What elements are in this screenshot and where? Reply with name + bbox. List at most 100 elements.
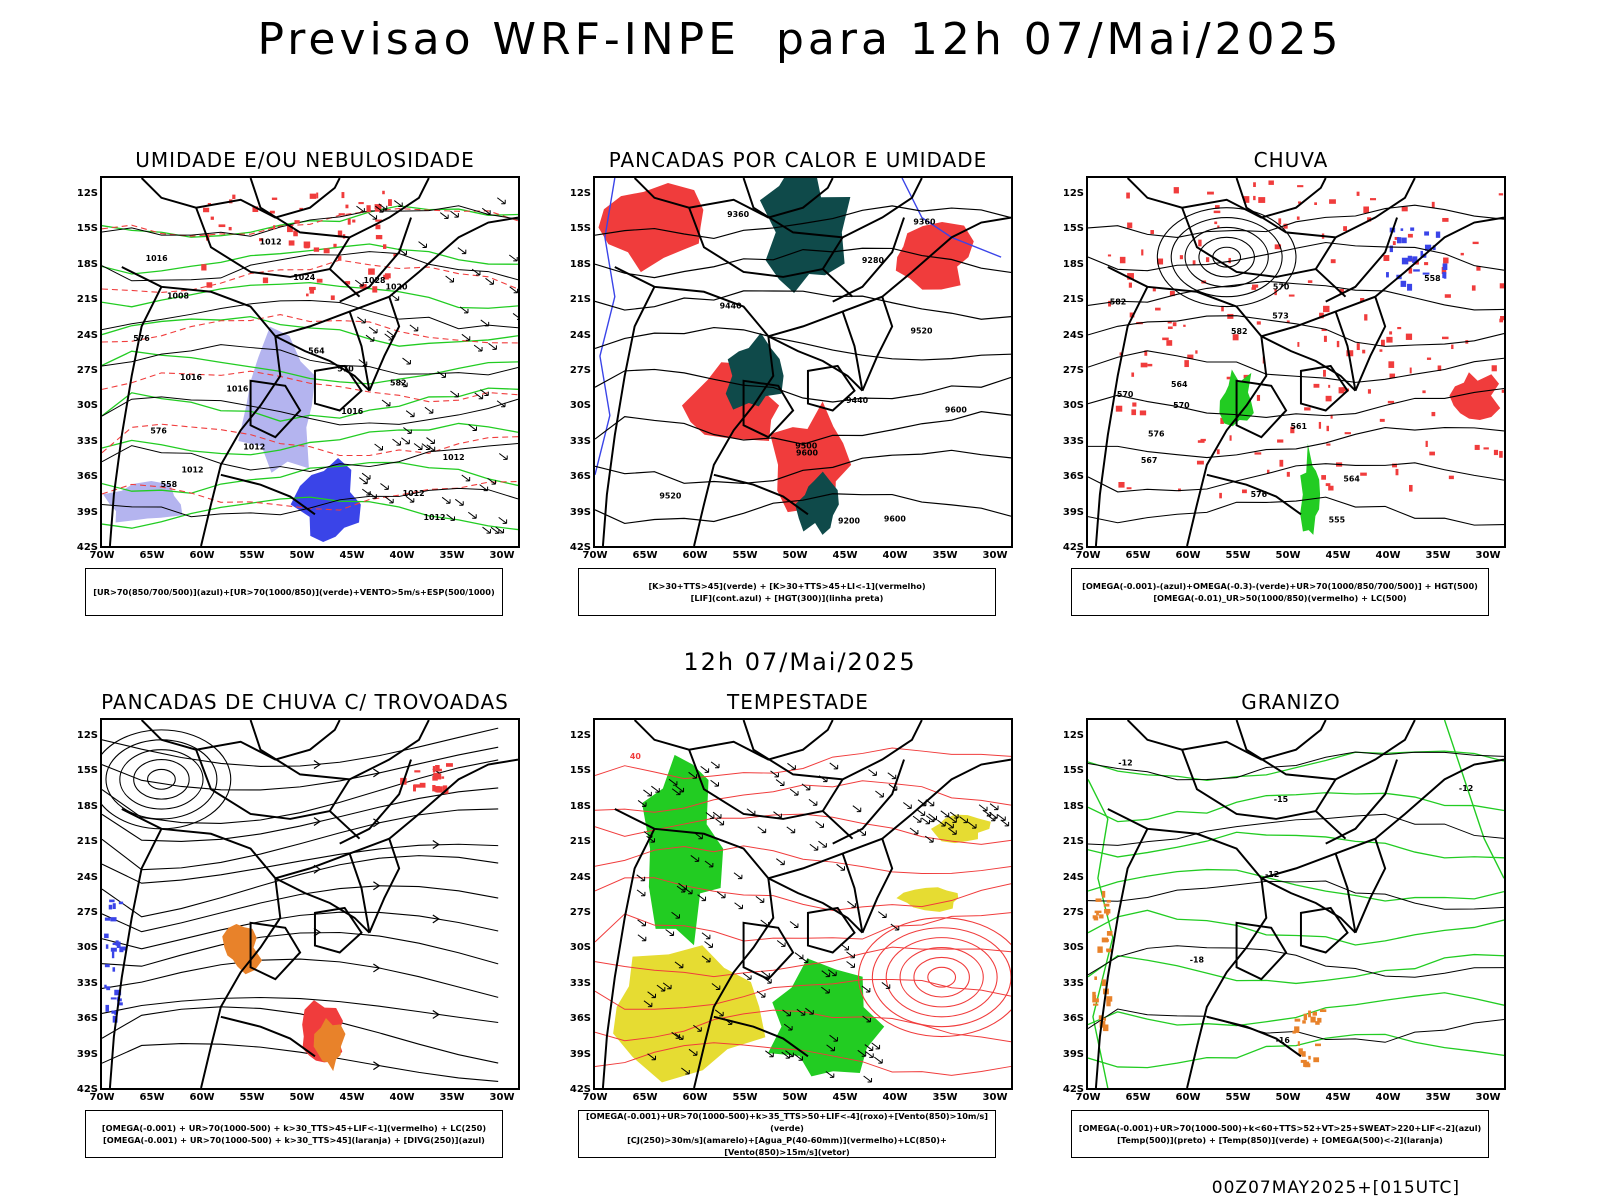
country-border (1186, 878, 1268, 1088)
rain-marker-blue (1443, 272, 1447, 279)
contour-line (102, 208, 518, 237)
wind-vector (636, 874, 646, 882)
temperature-contour (1088, 779, 1114, 1088)
contour-label: 576 (133, 334, 150, 343)
omega-marker (1101, 937, 1109, 943)
rain-marker (1128, 282, 1132, 288)
rain-marker-blue (1401, 237, 1407, 244)
contour-line (1088, 241, 1504, 272)
lon-tick-label: 35W (1425, 1092, 1451, 1103)
country-border (768, 758, 1011, 880)
rain-marker (1407, 233, 1413, 238)
streamline (102, 843, 499, 884)
wind-vector (690, 855, 700, 862)
lat-tick-label: 39S (569, 1048, 591, 1060)
humidity-marker (210, 216, 214, 220)
contour-line (1088, 953, 1504, 985)
omega-marker (1104, 908, 1111, 914)
wind-vector (775, 779, 785, 786)
wind-vector (402, 357, 411, 365)
lon-tick-label: 45W (832, 550, 858, 561)
rain-marker (1184, 360, 1189, 368)
country-border (1261, 216, 1504, 338)
rain-marker (1328, 384, 1331, 388)
lat-tick-label: 33S (76, 977, 98, 989)
lon-tick-label: 55W (1225, 550, 1251, 561)
wind-vector (948, 827, 957, 835)
country-border (1334, 311, 1357, 391)
rain-marker (1346, 350, 1354, 357)
country-border (140, 720, 341, 761)
lon-tick-label: 55W (239, 550, 265, 561)
divergence-marker (118, 901, 124, 905)
rain-marker (1278, 218, 1282, 225)
humidity-marker (316, 192, 319, 199)
humidity-marker (287, 225, 293, 233)
contour-label: 1016 (226, 384, 249, 393)
humidity-marker (294, 220, 300, 224)
contour-line (595, 205, 1011, 240)
streamline (102, 911, 499, 950)
contour-line (1088, 945, 1504, 978)
country-border (767, 877, 864, 934)
contour-label: 1016 (341, 407, 364, 416)
legend-line: [OMEGA(-0.001)-(azul)+OMEGA(-0.3)-(verde… (1082, 581, 1478, 591)
contour-label: 564 (1171, 380, 1188, 389)
panel-legend: [OMEGA(-0.001) + UR>70(1000-500) + k>30_… (85, 1110, 503, 1158)
rain-marker (1360, 297, 1365, 302)
country-border (1260, 877, 1357, 934)
rain-marker (1200, 438, 1206, 442)
country-border (121, 266, 277, 337)
wind-vector (862, 1015, 871, 1023)
wind-vector (949, 811, 959, 819)
wind-vector (497, 197, 506, 205)
vortex-contour (871, 927, 1011, 1028)
wind-vector (392, 438, 401, 446)
contour-line (102, 370, 518, 403)
country-border (1235, 921, 1288, 981)
humidity-marker (299, 207, 303, 211)
wind-vector (378, 203, 388, 211)
wind-vector (651, 785, 660, 793)
vortex-contour (119, 749, 204, 810)
rain-marker (1256, 394, 1261, 401)
streamline (102, 787, 499, 843)
wind-vector (865, 1051, 874, 1058)
rain-marker (1152, 287, 1156, 292)
rain-marker (1166, 340, 1173, 346)
country-border (742, 379, 795, 439)
rain-marker (1313, 383, 1320, 388)
wind-vector (916, 809, 926, 816)
lon-tick-label: 45W (339, 1092, 365, 1103)
wind-vector (997, 814, 1006, 821)
wind-vector (393, 200, 403, 207)
wind-vector (473, 344, 483, 352)
country-border (693, 336, 775, 546)
thunder-marker (441, 776, 445, 779)
country-border (195, 207, 361, 298)
omega-marker (1106, 931, 1113, 936)
country-border (1334, 853, 1357, 933)
lat-tick-label: 27S (569, 907, 591, 918)
humidity-marker (309, 193, 317, 199)
panel-title: CHUVA (1253, 148, 1329, 172)
contour-label: 561 (1290, 422, 1307, 431)
country-border (1094, 286, 1149, 546)
country-border (274, 335, 371, 392)
contour-line (102, 396, 518, 426)
country-border (614, 808, 770, 879)
country-border (249, 921, 302, 981)
rain-marker (1501, 389, 1504, 393)
contour-label: 9360 (913, 217, 936, 226)
map-canvas: 9600 9600 9600 9520 9500 9440 9360 9280 9200 9520… (595, 178, 1011, 546)
streamline-arrow (373, 818, 381, 828)
country-border (1235, 178, 1416, 239)
wind-vector (825, 1071, 835, 1078)
thunder-marker (413, 784, 421, 788)
wind-vector (637, 800, 647, 807)
lon-tick-label: 50W (289, 1092, 315, 1103)
rain-marker (1409, 484, 1413, 492)
rain-marker (1318, 421, 1322, 429)
lon-tick-label: 70W (582, 550, 608, 561)
rain-marker (1197, 440, 1205, 443)
